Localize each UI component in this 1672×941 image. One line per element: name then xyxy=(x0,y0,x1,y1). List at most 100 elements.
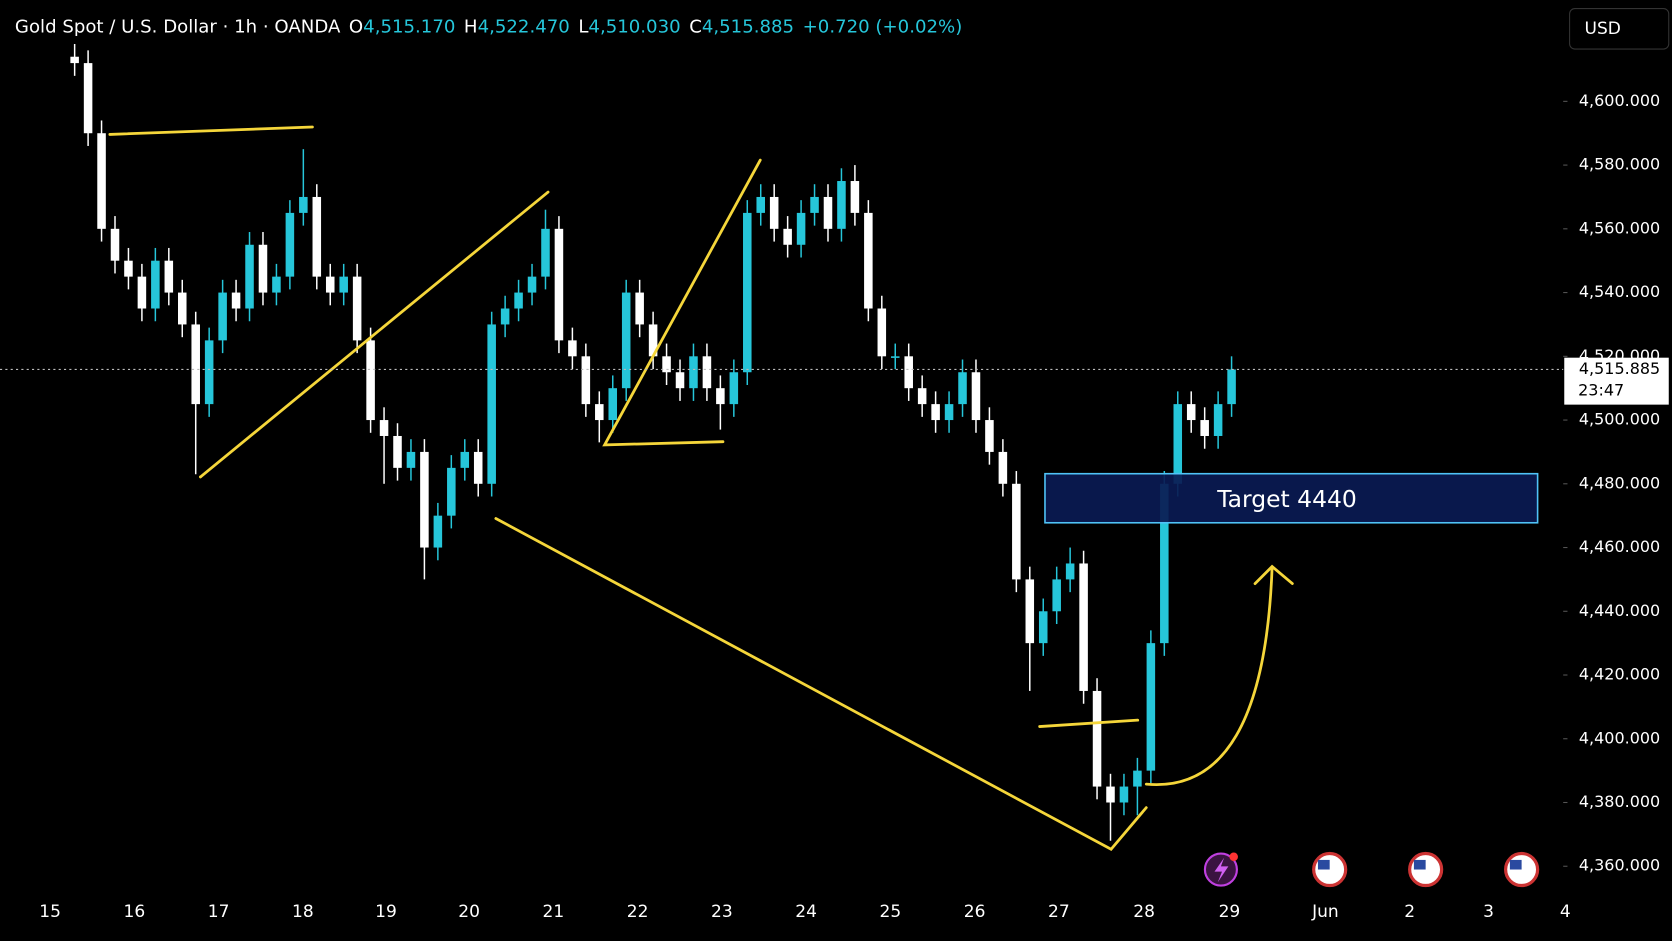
ohlc-value: 4,515.885 xyxy=(702,17,794,38)
candle-body xyxy=(1065,563,1075,580)
target-box xyxy=(1044,472,1539,524)
candle-body xyxy=(500,308,510,325)
price-tag xyxy=(1564,357,1669,405)
currency-button[interactable] xyxy=(1569,8,1670,50)
candle-body xyxy=(648,324,658,357)
event-icon[interactable] xyxy=(1408,851,1444,888)
y-tick-label: 4,540.000 xyxy=(1579,282,1660,301)
candle-body xyxy=(675,372,685,389)
candle-body xyxy=(702,356,712,389)
candle-body xyxy=(595,404,604,421)
trend-line xyxy=(494,517,1148,852)
candle-body xyxy=(998,451,1008,484)
candle-body xyxy=(944,404,954,421)
candle-body xyxy=(541,228,550,277)
candle-body xyxy=(689,356,698,389)
candle-body xyxy=(1038,611,1048,644)
candle-body xyxy=(137,276,147,309)
candle-body xyxy=(1227,369,1236,405)
ohlc-key: H xyxy=(464,17,478,38)
header: Gold Spot / U.S. Dollar · 1h · OANDA O4,5… xyxy=(15,17,962,38)
candle-body xyxy=(352,276,362,341)
candle-body xyxy=(191,324,200,405)
y-tick-label: 4,420.000 xyxy=(1579,665,1660,684)
x-tick-label: Jun xyxy=(1311,902,1339,922)
candle-body xyxy=(433,515,443,548)
candle-body xyxy=(1133,770,1142,787)
arrow xyxy=(1144,566,1274,787)
candle-body xyxy=(864,212,873,309)
candle-body xyxy=(985,420,994,452)
candle-body xyxy=(325,276,335,293)
candle-body xyxy=(971,372,981,421)
candle-body xyxy=(393,435,402,468)
candle-body xyxy=(1160,483,1169,644)
chart-area: Target 4440 Gold Spot / U.S. Dollar · 1h… xyxy=(0,8,1670,922)
candle-body xyxy=(1200,420,1209,436)
x-tick-label: 15 xyxy=(39,902,61,922)
candle-body xyxy=(1025,579,1035,644)
candle-body xyxy=(810,196,819,213)
candle-body xyxy=(1146,643,1156,771)
y-tick-label: 4,460.000 xyxy=(1579,537,1660,556)
event-icon[interactable] xyxy=(1504,851,1540,888)
x-tick-label: 21 xyxy=(543,902,565,922)
candle-body xyxy=(621,292,631,389)
candle-body xyxy=(97,133,106,229)
y-tick-label: 4,440.000 xyxy=(1579,601,1660,620)
candle-body xyxy=(581,356,591,405)
x-tick-label: 19 xyxy=(375,902,397,922)
candle-body xyxy=(1186,404,1196,421)
candle-body xyxy=(110,228,120,261)
candle-body xyxy=(299,196,308,213)
x-tick-label: 22 xyxy=(627,902,649,922)
candle-body xyxy=(124,260,133,277)
flag-canton xyxy=(1509,859,1522,870)
candle-body xyxy=(1092,690,1102,787)
candle-body xyxy=(487,324,496,484)
event-icons xyxy=(1203,851,1540,888)
currency[interactable]: USD xyxy=(1585,19,1621,39)
ohlc-value: 4,510.030 xyxy=(588,17,680,38)
ohlc-key: C xyxy=(689,17,702,38)
candle-body xyxy=(662,356,671,373)
candle-body xyxy=(796,212,806,245)
candle-body xyxy=(716,388,725,405)
candle-body xyxy=(473,451,483,484)
event-icon-glyph xyxy=(1214,857,1229,883)
x-tick-label: 18 xyxy=(292,902,314,922)
x-tick-label: 20 xyxy=(458,902,480,922)
candle-body xyxy=(379,420,389,436)
trend-line xyxy=(602,158,762,447)
candle-body xyxy=(568,340,577,357)
x-tick-label: 27 xyxy=(1048,902,1070,922)
candle-body xyxy=(1213,404,1223,436)
candle-body xyxy=(783,228,792,245)
y-tick-label: 4,480.000 xyxy=(1579,473,1660,492)
x-tick-label: 3 xyxy=(1483,902,1494,922)
x-tick-label: 17 xyxy=(208,902,230,922)
candle-body xyxy=(460,451,470,468)
candle-body xyxy=(769,196,779,229)
candle-body xyxy=(837,181,846,229)
candle-body xyxy=(339,276,348,293)
x-tick-label: 2 xyxy=(1404,902,1415,922)
candle-body xyxy=(204,340,214,405)
trend-line xyxy=(199,190,550,479)
arrow-head xyxy=(1253,564,1294,585)
candle-body xyxy=(1106,786,1115,803)
candle-body xyxy=(420,451,429,548)
ohlc-key: L xyxy=(578,17,588,38)
candle-body xyxy=(151,260,160,309)
candle-body xyxy=(743,212,752,373)
event-icon[interactable] xyxy=(1312,851,1348,888)
x-tick-label: 4 xyxy=(1560,902,1571,922)
x-tick-label: 29 xyxy=(1219,902,1241,922)
candle-body xyxy=(608,388,618,421)
event-dot xyxy=(1229,852,1238,861)
candle-body xyxy=(931,404,940,421)
y-tick-label: 4,380.000 xyxy=(1579,792,1660,811)
x-tick-label: 25 xyxy=(880,902,902,922)
